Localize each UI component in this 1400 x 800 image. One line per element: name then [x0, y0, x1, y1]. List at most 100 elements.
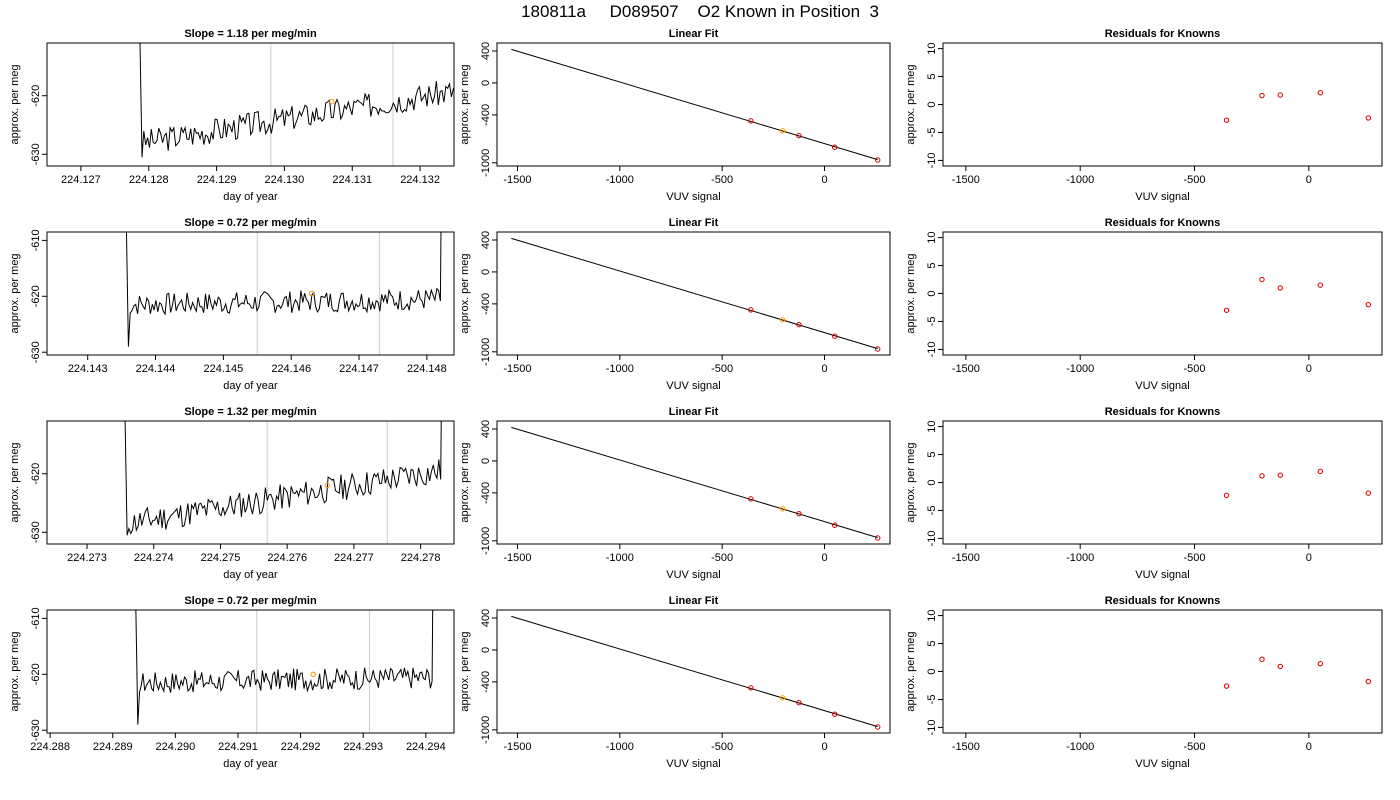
y-tick-label: 10 — [926, 42, 938, 54]
y-axis-label: approx. per meg — [9, 442, 21, 522]
x-tick-label: -1000 — [606, 741, 634, 753]
x-tick-label: -500 — [1183, 363, 1205, 375]
y-tick-label: -620 — [30, 85, 42, 107]
x-tick-label: 0 — [821, 363, 827, 375]
x-axis-label: VUV signal — [666, 380, 720, 392]
x-tick-label: 0 — [1306, 741, 1312, 753]
y-tick-label: -5 — [926, 317, 938, 327]
x-tick-label: 224.147 — [339, 363, 379, 375]
y-tick-label: -620 — [30, 285, 42, 307]
known-point — [1259, 276, 1265, 283]
current-point-marker — [329, 98, 335, 105]
known-point — [748, 496, 754, 502]
y-tick-label: 5 — [926, 73, 938, 79]
x-tick-label: 224.290 — [155, 741, 195, 753]
y-tick-label: 400 — [480, 609, 492, 627]
y-axis-label: approx. per meg — [905, 442, 917, 522]
x-axis-label: VUV signal — [1135, 758, 1189, 770]
plot-area — [1223, 90, 1371, 123]
x-tick-label: -1500 — [503, 741, 531, 753]
known-point — [832, 144, 838, 150]
data-trace — [124, 421, 442, 536]
data-trace — [135, 610, 434, 725]
plot-frame — [496, 420, 891, 545]
panel-12: Residuals for Knowns -1500 -1000 -500 0 10 5 0 -… — [905, 595, 1383, 770]
plot-area — [511, 426, 881, 541]
y-tick-label: 0 — [480, 80, 492, 86]
panel-3: Residuals for Knowns -1500 -1000 -500 0 10 5 0 -… — [905, 28, 1383, 203]
x-axis-label: VUV signal — [666, 758, 720, 770]
x-tick-label: 224.144 — [136, 363, 176, 375]
x-axis-label: VUV signal — [1135, 569, 1189, 581]
known-point — [796, 132, 802, 139]
page-title: 180811a D089507 O2 Known in Position 3 — [521, 2, 879, 21]
y-tick-label: -630 — [30, 143, 42, 165]
panel-10: Slope = 0.72 per meg/min 224.288 224.289 22… — [9, 595, 455, 770]
x-tick-label: -1000 — [1066, 552, 1094, 564]
plot-frame — [942, 609, 1383, 734]
x-tick-label: 224.132 — [400, 174, 440, 186]
panel-2: Linear Fit -1500 -1000 -500 0 400 0 -400 -1000 VU… — [459, 28, 891, 203]
y-tick-label: -1000 — [480, 149, 492, 177]
panel-4: Slope = 0.72 per meg/min 224.143 224.144 22… — [9, 217, 455, 392]
y-tick-label: -630 — [30, 521, 42, 543]
x-tick-label: 224.128 — [129, 174, 169, 186]
known-point — [796, 699, 802, 706]
known-point — [1277, 92, 1283, 98]
data-trace — [139, 43, 454, 158]
x-axis-label: day of year — [223, 191, 278, 203]
plot-frame — [942, 42, 1383, 167]
data-trace — [125, 232, 442, 347]
y-tick-label: 0 — [480, 647, 492, 653]
known-point — [1365, 115, 1371, 121]
panel-title: Linear Fit — [669, 217, 719, 229]
y-tick-label: 0 — [926, 101, 938, 107]
plot-frame — [496, 42, 891, 167]
x-tick-label: 224.131 — [332, 174, 372, 186]
panel-title: Slope = 0.72 per meg/min — [184, 217, 317, 229]
x-tick-label: -500 — [711, 552, 733, 564]
known-point — [1223, 117, 1230, 123]
x-tick-label: -500 — [1183, 741, 1205, 753]
panel-title: Slope = 0.72 per meg/min — [184, 595, 317, 607]
y-tick-label: -620 — [30, 463, 42, 485]
x-tick-label: 224.146 — [271, 363, 311, 375]
y-tick-label: 5 — [926, 262, 938, 268]
plot-area — [1223, 276, 1371, 313]
known-point — [1259, 473, 1265, 479]
y-tick-label: 0 — [480, 269, 492, 275]
plot-area — [135, 610, 434, 733]
y-axis-label: approx. per meg — [459, 442, 471, 522]
known-point — [832, 333, 838, 339]
y-axis-label: approx. per meg — [905, 631, 917, 711]
known-point — [748, 307, 754, 313]
plot-area — [125, 232, 442, 355]
x-tick-label: 224.145 — [203, 363, 243, 375]
panel-9: Residuals for Knowns -1500 -1000 -500 0 10 5 0 -… — [905, 406, 1383, 581]
plot-frame — [46, 42, 455, 167]
known-point — [875, 157, 881, 163]
known-point — [832, 711, 838, 717]
x-tick-label: 224.291 — [218, 741, 258, 753]
plot-area — [511, 615, 881, 730]
y-tick-label: 5 — [926, 640, 938, 646]
y-tick-label: -400 — [480, 671, 492, 693]
x-tick-label: -500 — [1183, 552, 1205, 564]
current-point-marker — [310, 671, 316, 677]
x-tick-label: 0 — [821, 741, 827, 753]
x-tick-label: 224.276 — [267, 552, 307, 564]
x-tick-label: 224.274 — [134, 552, 174, 564]
plot-frame — [942, 420, 1383, 545]
x-tick-label: 0 — [821, 174, 827, 186]
y-tick-label: -630 — [30, 719, 42, 741]
x-tick-label: 224.292 — [281, 741, 321, 753]
fit-line — [511, 426, 878, 539]
y-tick-label: -630 — [30, 341, 42, 363]
known-point — [796, 510, 802, 517]
x-tick-label: 0 — [1306, 363, 1312, 375]
known-point — [1365, 490, 1371, 496]
y-axis-label: approx. per meg — [9, 253, 21, 333]
y-tick-label: 5 — [926, 451, 938, 457]
x-tick-label: 0 — [821, 552, 827, 564]
